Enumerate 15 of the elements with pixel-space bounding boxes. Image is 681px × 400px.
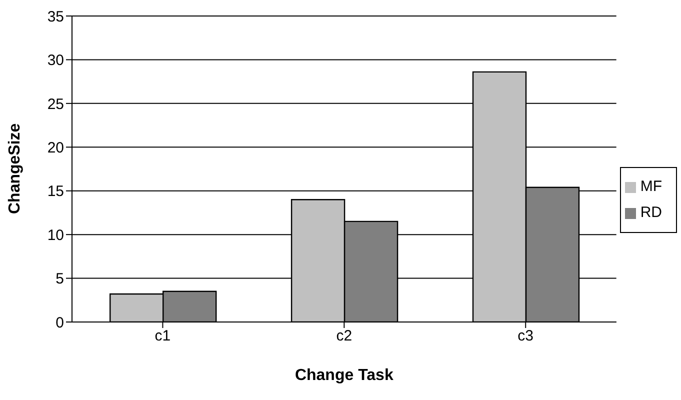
y-tick-label: 0 [56,314,64,332]
y-tick-label: 5 [56,270,64,288]
x-tick-label: c3 [518,328,534,345]
y-tick-label: 25 [47,96,64,113]
x-axis-title: Change Task [294,367,394,384]
x-tick-label: c2 [336,328,352,345]
y-tick-label: 35 [47,8,64,26]
x-tick-label: c1 [154,328,171,345]
legend-label: RD [640,204,662,221]
y-tick-label: 30 [47,52,64,70]
y-axis-title: ChangeSize [6,123,24,214]
y-tick-label: 15 [47,183,64,200]
y-tick-label: 10 [47,226,64,244]
legend-label: MF [640,178,662,195]
y-tick-label: 20 [47,139,64,156]
